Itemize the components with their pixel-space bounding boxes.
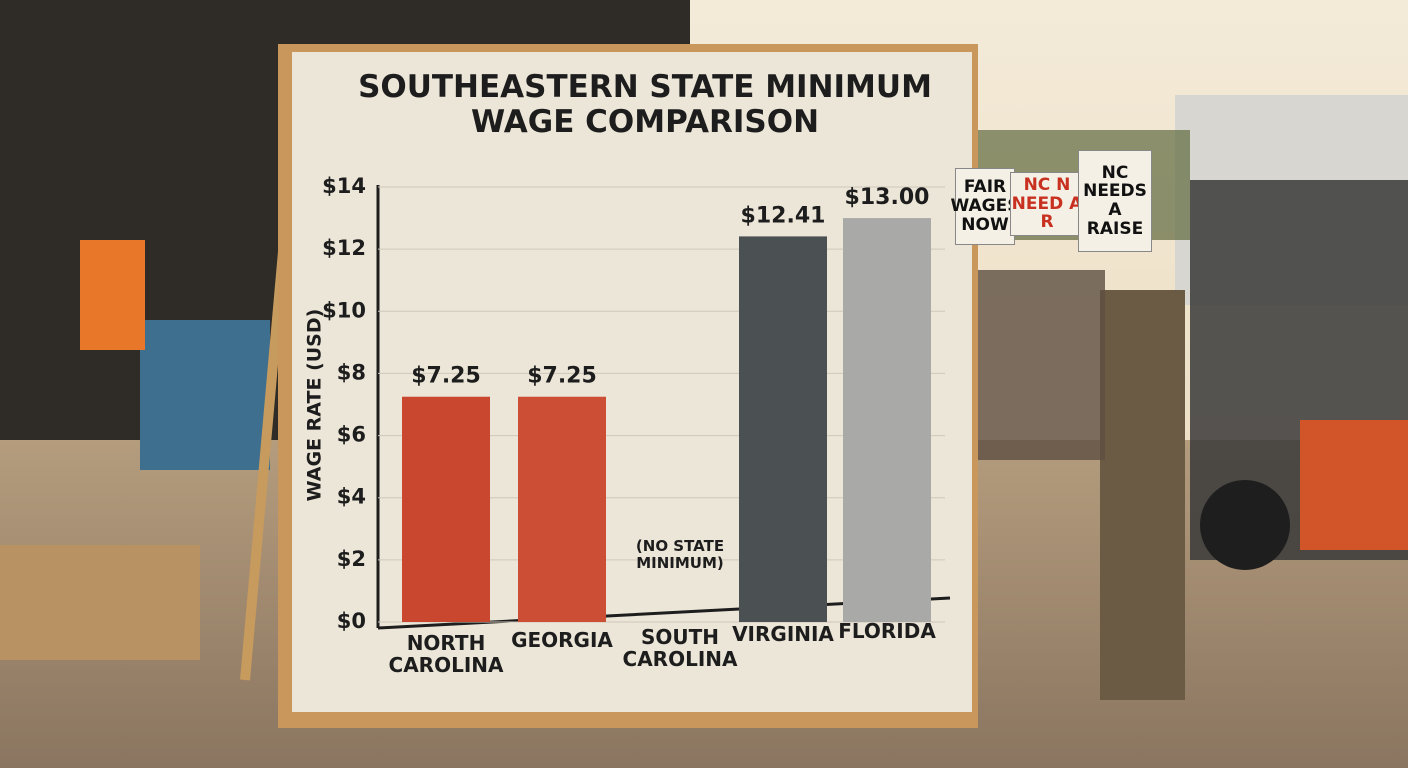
value-label: $7.25 [411,364,481,389]
y-tick-label: $2 [337,547,366,571]
value-label: $13.00 [845,185,930,210]
protest-sign: NC NEEDS A RAISE [1078,150,1152,252]
bar [518,396,606,622]
annotation: (NO STATE MINIMUM) [635,537,725,572]
protest-sign: FAIR WAGES NOW [951,168,1020,245]
protesters [965,270,1105,460]
y-tick-label: $10 [322,298,366,322]
value-label: $7.25 [527,364,597,389]
x-tick-label: VIRGINIA [732,622,834,646]
x-tick-label: NORTH CAROLINA [388,631,504,678]
bar [402,396,490,622]
wheel [1200,480,1290,570]
protest-sign: NC N NEED A R [1010,172,1084,236]
y-axis-label: WAGE RATE (USD) [304,309,326,502]
y-tick-label: $8 [337,360,366,384]
forklift-body [1300,420,1408,550]
y-tick-label: $0 [337,609,366,633]
worker-vest [80,240,145,350]
value-label: $12.41 [741,203,826,228]
y-tick-label: $4 [337,485,366,509]
x-tick-label: GEORGIA [511,628,613,652]
y-tick-label: $14 [322,174,366,198]
lumber [0,545,200,660]
y-tick-label: $6 [337,423,366,447]
bar [739,236,827,622]
x-tick-label: FLORIDA [838,619,936,643]
worker [1100,290,1185,700]
bar [843,218,931,623]
chart-title: SOUTHEASTERN STATE MINIMUM WAGE COMPARIS… [358,69,932,140]
y-tick-label: $12 [322,236,366,260]
x-tick-label: SOUTH CAROLINA [622,625,738,672]
machine [140,320,270,470]
